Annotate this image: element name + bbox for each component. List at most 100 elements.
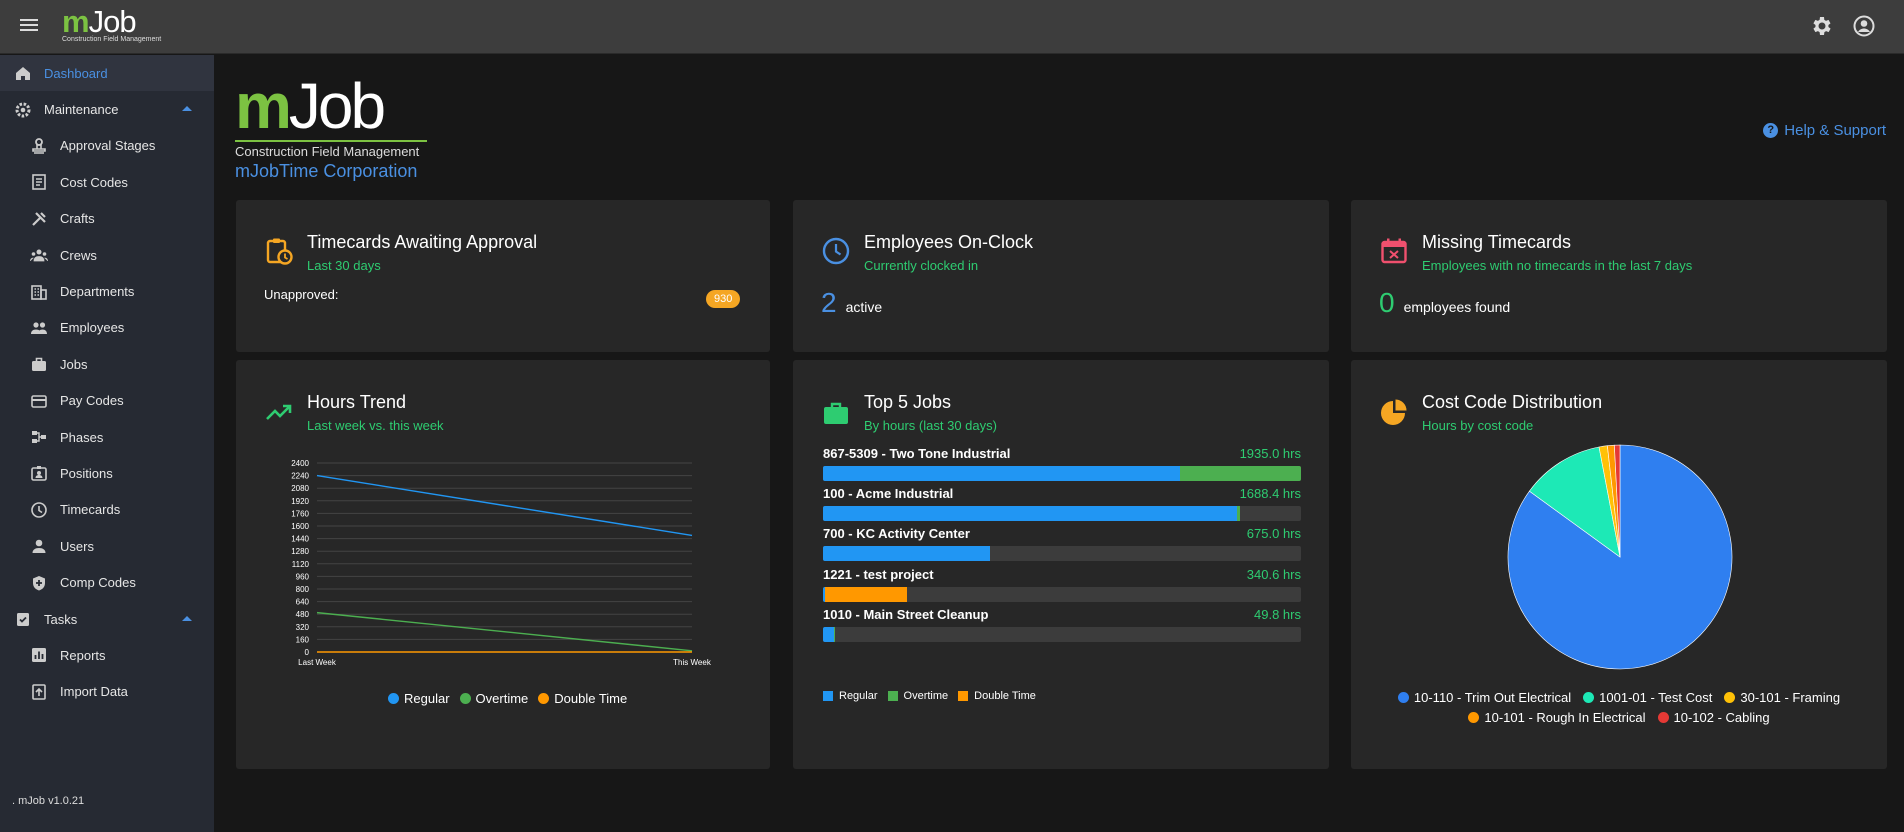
legend-item[interactable]: Regular (823, 690, 878, 702)
pie-slice[interactable] (1528, 446, 1621, 558)
job-bar-overtime (833, 626, 836, 642)
legend-label: Double Time (974, 690, 1036, 702)
sidebar-item-phases[interactable]: Phases (0, 419, 214, 455)
series-line-regular (316, 474, 693, 537)
y-tick-label: 1440 (291, 535, 309, 544)
legend-item[interactable]: 10-110 - Trim Out Electrical (1397, 690, 1572, 705)
y-tick-label: 0 (305, 648, 310, 657)
badge-icon (31, 466, 47, 482)
y-tick-label: 1120 (292, 560, 310, 569)
legend-item[interactable]: 10-102 - Cabling (1657, 710, 1770, 725)
credit-card-icon (31, 394, 47, 408)
card-title: Cost Code Distribution (1422, 392, 1603, 412)
job-bar-track (823, 506, 1301, 522)
sidebar-item-label: Employees (60, 320, 125, 336)
chevron-up-icon[interactable] (182, 615, 192, 621)
company-name: mJobTime Corporation (235, 161, 418, 181)
crew-icon (30, 249, 48, 262)
job-hours: 1935.0 hrs (1239, 446, 1301, 461)
legend-row: 10-110 - Trim Out Electrical 1001-01 - Te… (1351, 690, 1887, 705)
sidebar-item-import-data[interactable]: Import Data (0, 674, 214, 710)
help-support-label: Help & Support (1784, 122, 1886, 139)
job-row[interactable]: 867-5309 - Two Tone Industrial 1935.0 hrs (823, 446, 1301, 482)
y-tick-label: 1760 (291, 509, 309, 518)
card-title: Hours Trend (307, 392, 407, 412)
sidebar-nav: Dashboard Maintenance Approval Stages Cost … (0, 55, 214, 710)
sidebar-item-approval-stages[interactable]: Approval Stages (0, 128, 214, 164)
sidebar-item-cost-codes[interactable]: Cost Codes (0, 164, 214, 200)
sidebar-item-label: Crews (60, 247, 97, 263)
sidebar-item-dashboard[interactable]: Dashboard (0, 55, 214, 92)
job-name: 867-5309 - Two Tone Industrial (823, 446, 1011, 461)
legend-row: 10-101 - Rough In Electrical 10-102 - Cab… (1351, 710, 1887, 725)
card-subtitle: Last week vs. this week (307, 418, 444, 433)
sidebar-item-crews[interactable]: Crews (0, 237, 214, 273)
card-subtitle: Employees with no timecards in the last … (1422, 258, 1693, 273)
legend-dot (1583, 692, 1595, 703)
help-support-link[interactable]: ? Help & Support (1763, 122, 1886, 139)
card-subtitle: Currently clocked in (864, 258, 979, 273)
legend-label: 30-101 - Framing (1740, 690, 1841, 705)
pie-slice[interactable] (1614, 444, 1621, 558)
missing-suffix: employees found (1403, 299, 1511, 315)
missing-count: 0 (1379, 287, 1395, 318)
account-circle-icon[interactable] (1852, 14, 1876, 38)
chevron-up-icon[interactable] (182, 106, 192, 112)
sidebar-item-users[interactable]: Users (0, 528, 214, 564)
clock-icon (822, 237, 850, 265)
sidebar-item-employees[interactable]: Employees (0, 310, 214, 346)
job-bar-overtime (1179, 466, 1301, 481)
job-row[interactable]: 1010 - Main Street Cleanup 49.8 hrs (823, 607, 1301, 643)
legend-label: 10-110 - Trim Out Electrical (1413, 690, 1572, 705)
timecards-approval-card[interactable]: Timecards Awaiting Approval Last 30 days… (236, 200, 770, 352)
sidebar-item-label: Tasks (44, 611, 78, 627)
legend-label: Regular (404, 691, 450, 706)
sidebar-item-crafts[interactable]: Crafts (0, 201, 214, 237)
y-tick-label: 800 (296, 585, 310, 594)
sidebar-item-label: Users (60, 538, 94, 554)
sidebar-item-maintenance[interactable]: Maintenance (0, 91, 214, 127)
legend-item[interactable]: 1001-01 - Test Cost (1583, 690, 1712, 705)
legend-swatch (958, 691, 969, 701)
legend-item[interactable]: 10-101 - Rough In Electrical (1468, 710, 1646, 725)
employees-on-clock-card[interactable]: Employees On-Clock Currently clocked in … (793, 200, 1329, 352)
legend-item[interactable]: Double Time (538, 691, 627, 706)
legend-label: Overtime (903, 690, 949, 702)
sidebar-item-tasks[interactable]: Tasks (0, 601, 214, 637)
legend-label: 1001-01 - Test Cost (1599, 690, 1713, 705)
building-icon (31, 284, 47, 300)
sidebar-item-departments[interactable]: Departments (0, 273, 214, 309)
legend-item[interactable]: Overtime (887, 690, 949, 702)
missing-timecards-card[interactable]: Missing Timecards Employees with no time… (1351, 200, 1887, 352)
unapproved-count-badge: 930 (706, 290, 741, 308)
flow-icon (32, 431, 46, 444)
sidebar-item-label: Dashboard (44, 65, 108, 81)
sidebar-item-label: Phases (60, 429, 104, 445)
legend-swatch (887, 691, 898, 701)
legend-item[interactable]: Double Time (958, 690, 1036, 702)
job-row[interactable]: 1221 - test project 340.6 hrs (823, 567, 1301, 603)
legend-item[interactable]: Overtime (459, 691, 528, 706)
header-logo[interactable]: mJob Construction Field Management (62, 6, 161, 44)
settings-gear-icon[interactable] (1810, 14, 1834, 38)
job-row[interactable]: 700 - KC Activity Center 675.0 hrs (823, 526, 1301, 562)
card-subtitle: Last 30 days (307, 258, 381, 273)
job-row[interactable]: 100 - Acme Industrial 1688.4 hrs (823, 486, 1301, 522)
sidebar-item-reports[interactable]: Reports (0, 637, 214, 673)
job-bar-track (823, 546, 1301, 562)
sidebar-item-timecards[interactable]: Timecards (0, 492, 214, 528)
job-bar-regular (823, 466, 1180, 481)
sidebar: Dashboard Maintenance Approval Stages Cost … (0, 55, 214, 832)
sidebar-item-comp-codes[interactable]: Comp Codes (0, 564, 214, 600)
legend-item[interactable]: Regular (388, 691, 450, 706)
y-tick-label: 960 (296, 572, 310, 581)
sidebar-item-positions[interactable]: Positions (0, 455, 214, 491)
sidebar-item-label: Approval Stages (60, 138, 156, 154)
brand-logo-job: Job (288, 70, 386, 142)
job-name: 1010 - Main Street Cleanup (823, 606, 989, 622)
sidebar-item-jobs[interactable]: Jobs (0, 346, 214, 382)
hamburger-menu-icon[interactable] (20, 16, 42, 38)
legend-item[interactable]: 30-101 - Framing (1724, 690, 1840, 705)
legend-label: 10-102 - Cabling (1673, 710, 1770, 725)
sidebar-item-pay-codes[interactable]: Pay Codes (0, 383, 214, 419)
